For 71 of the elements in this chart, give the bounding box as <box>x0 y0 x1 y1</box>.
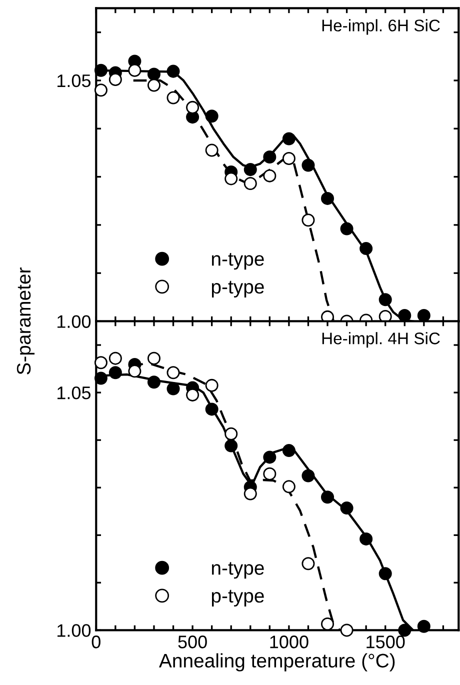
point <box>147 78 160 92</box>
y-tick-label: 1.00 <box>58 315 91 328</box>
point <box>398 624 412 637</box>
point <box>147 352 160 365</box>
point <box>205 402 218 416</box>
point <box>244 163 257 176</box>
point <box>417 620 430 633</box>
y-tick-label: 1.05 <box>58 74 91 88</box>
point <box>166 366 180 380</box>
point <box>282 444 296 458</box>
point <box>244 177 257 190</box>
x-tick-label: 0 <box>92 636 100 648</box>
point <box>321 618 334 631</box>
point <box>147 376 160 389</box>
y-axis-title: S-parameter <box>16 268 35 374</box>
point <box>378 567 392 580</box>
point <box>94 356 108 370</box>
point <box>186 388 200 402</box>
point <box>108 366 122 380</box>
x-tick-label: 500 <box>178 636 207 648</box>
point <box>360 532 373 546</box>
point <box>282 152 296 165</box>
text: He-impl. 6H SiC <box>322 19 440 35</box>
point <box>340 624 354 637</box>
point <box>244 487 257 500</box>
point <box>147 68 160 81</box>
x-tick-label: 1500 <box>366 636 405 648</box>
x-axis-title: Annealing temperature (°C) <box>158 653 395 672</box>
point <box>94 64 108 77</box>
point <box>340 502 354 515</box>
point <box>94 372 108 385</box>
point <box>321 192 334 205</box>
point <box>340 222 354 236</box>
x-tick-label: 1000 <box>270 636 308 648</box>
point <box>205 378 218 392</box>
point <box>128 64 142 77</box>
point <box>302 469 315 482</box>
point <box>94 84 108 97</box>
point <box>186 100 200 114</box>
y-tick-label: 1.00 <box>58 624 91 637</box>
text: He-impl. 4H SiC <box>322 332 440 348</box>
legend-label: n-type <box>212 253 264 270</box>
point <box>417 308 430 322</box>
point <box>108 352 122 365</box>
point <box>263 467 276 480</box>
point <box>205 144 218 157</box>
point <box>263 169 276 182</box>
point <box>224 172 238 186</box>
point <box>378 293 392 306</box>
point <box>263 450 276 464</box>
legend-label: p-type <box>212 280 264 298</box>
point <box>166 91 180 104</box>
point <box>282 132 296 146</box>
point <box>321 490 334 504</box>
point <box>166 64 180 78</box>
point <box>360 242 373 256</box>
point <box>224 439 238 452</box>
point <box>108 72 122 86</box>
point <box>302 158 315 172</box>
point <box>398 308 412 322</box>
point <box>224 427 238 440</box>
point <box>282 480 296 494</box>
y-tick-label: 1.05 <box>58 386 91 400</box>
point <box>302 557 315 570</box>
point <box>263 150 276 164</box>
legend-label: n-type <box>212 562 264 579</box>
point <box>128 364 142 378</box>
legend-label: p-type <box>212 590 264 607</box>
point <box>166 382 180 396</box>
point <box>302 214 315 227</box>
point <box>205 110 218 123</box>
